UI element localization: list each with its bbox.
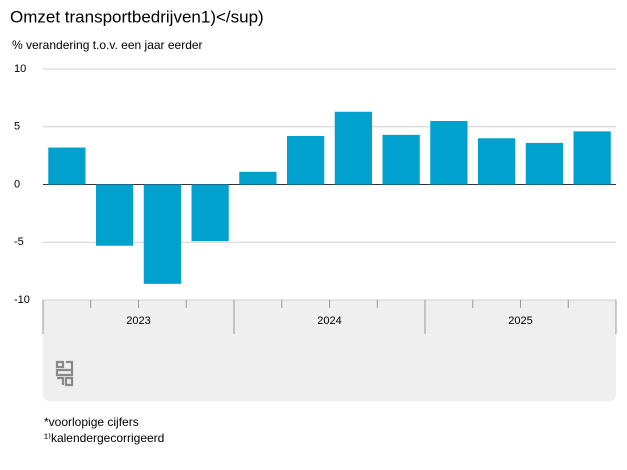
x-group-label: 2024 <box>317 315 341 327</box>
axis-panel <box>43 300 616 401</box>
x-group-label: 2025 <box>508 315 532 327</box>
x-group-label: 2023 <box>126 315 150 327</box>
chart-subtitle: % verandering t.o.v. een jaar eerder <box>12 38 203 52</box>
bar <box>143 184 181 284</box>
bar <box>96 184 134 246</box>
chart-title: Omzet transportbedrijven1)</sup) <box>10 7 264 26</box>
footnote: *voorlopige cijfers <box>44 415 139 429</box>
bar <box>382 134 420 185</box>
bar <box>430 120 468 185</box>
y-tick-label: -10 <box>14 294 30 306</box>
bar <box>573 131 611 185</box>
bar <box>239 171 277 185</box>
y-tick-label: 0 <box>14 178 20 190</box>
cbs-logo <box>55 360 74 387</box>
bar <box>478 138 516 185</box>
footnote: ¹⁾kalendergecorrigeerd <box>44 431 164 445</box>
bar <box>287 135 325 185</box>
bar <box>334 111 372 185</box>
y-tick-label: 10 <box>14 63 26 75</box>
bar <box>525 142 563 185</box>
bar <box>191 184 229 242</box>
y-tick-label: 5 <box>14 121 20 133</box>
bar <box>48 147 86 185</box>
y-tick-label: -5 <box>14 236 24 248</box>
